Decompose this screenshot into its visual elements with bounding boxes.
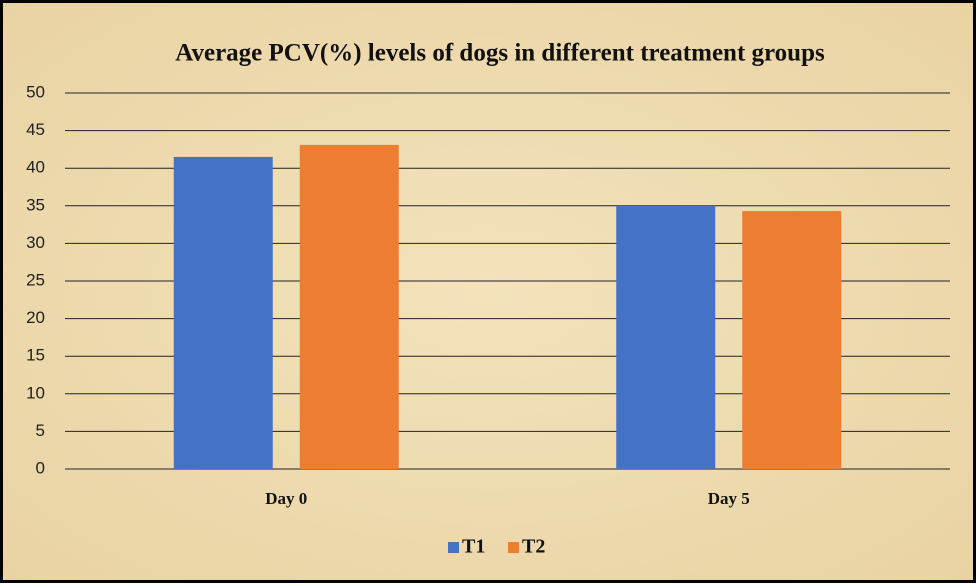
x-tick-label: Day 5 <box>708 489 750 508</box>
y-tick-label: 5 <box>36 421 45 440</box>
bar <box>742 211 842 469</box>
legend-label: T1 <box>462 536 485 558</box>
y-tick-label: 35 <box>26 195 45 214</box>
bar <box>616 205 716 470</box>
legend-swatch <box>448 542 459 553</box>
chart-title: Average PCV(%) levels of dogs in differe… <box>175 40 825 67</box>
y-tick-label: 0 <box>36 458 45 477</box>
legend-label: T2 <box>522 536 545 558</box>
y-tick-label: 25 <box>26 270 45 289</box>
y-tick-label: 15 <box>26 346 45 365</box>
x-tick-label: Day 0 <box>265 489 307 508</box>
y-tick-label: 45 <box>26 120 45 139</box>
y-tick-label: 30 <box>26 233 45 252</box>
bar <box>173 156 273 470</box>
y-tick-label: 50 <box>26 82 45 101</box>
y-tick-label: 40 <box>26 158 45 177</box>
y-tick-label: 10 <box>26 383 45 402</box>
legend-swatch <box>508 542 519 553</box>
bar <box>299 144 399 469</box>
y-tick-label: 20 <box>26 308 45 327</box>
